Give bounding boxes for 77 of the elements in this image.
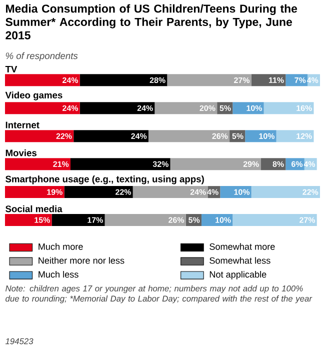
data-label: 8% (272, 161, 284, 167)
text: 194523 (5, 338, 34, 344)
data-label: 28% (150, 77, 166, 84)
data-label: 22% (116, 189, 132, 195)
legend-label: Somewhat less (210, 257, 270, 264)
bar (264, 102, 314, 114)
bar (5, 214, 52, 226)
legend-label: Much less (38, 270, 78, 278)
data-label: 22% (56, 133, 72, 139)
bar (5, 130, 74, 142)
data-label: 7% (294, 77, 306, 83)
y-tick-label: Internet (6, 122, 40, 128)
data-label: 32% (152, 161, 168, 167)
data-label: 19% (47, 189, 62, 195)
bar (167, 74, 252, 86)
bar (260, 158, 286, 170)
bar (52, 214, 105, 226)
bar (220, 186, 252, 198)
bar (5, 158, 70, 170)
bar (5, 186, 64, 198)
data-label: 26% (168, 217, 184, 223)
bar (170, 158, 261, 170)
chart-subtitle: % of respondents (6, 52, 78, 61)
data-label: 15% (34, 217, 50, 223)
bar (104, 214, 186, 226)
data-label: 5% (232, 133, 244, 139)
data-label: 24% (62, 105, 78, 111)
bar (64, 186, 133, 198)
bar (5, 74, 80, 86)
bar (70, 158, 170, 170)
y-tick-label: Smartphone usage (e.g., texting, using apps) (6, 176, 204, 184)
y-tick-label: Movies (6, 149, 37, 156)
data-label: 12% (296, 133, 312, 139)
data-label: 10% (246, 105, 262, 111)
data-label: 17% (88, 217, 103, 223)
bar (251, 74, 286, 86)
data-label: 16% (296, 105, 312, 111)
data-label: 11% (269, 77, 284, 83)
data-label: 10% (234, 189, 250, 195)
data-label: 24% (62, 77, 78, 83)
data-label: 21% (53, 161, 69, 167)
bar (148, 130, 230, 142)
data-label: 27% (300, 217, 316, 223)
bar (276, 130, 314, 142)
legend-label: Not applicable (210, 270, 266, 280)
bar (232, 102, 264, 114)
data-label: 10% (259, 133, 275, 139)
data-label: 22% (302, 189, 318, 195)
bar (154, 102, 218, 114)
data-label: 24% (137, 105, 153, 111)
data-label: 5% (220, 105, 231, 111)
y-tick-label: Video games (5, 92, 62, 100)
y-tick-label: TV (5, 66, 18, 72)
bar (80, 102, 155, 114)
bar (5, 102, 80, 114)
bar (132, 186, 208, 198)
data-label: 24% (131, 133, 147, 139)
data-label: 29% (243, 161, 259, 167)
data-label: 26% (212, 133, 228, 139)
data-label: 4% (207, 189, 218, 195)
legend-label: Neither more nor less (38, 257, 124, 264)
y-tick-label: Social media (6, 205, 62, 212)
bar (251, 186, 320, 198)
data-label: 6% (292, 161, 303, 167)
data-label: 20% (200, 105, 216, 111)
chart-title: Media Consumption of US Children/Teens During the Summer* According to Their Parents, by Type, June 2015 (6, 4, 298, 40)
text: Note: children ages 17 or younger at home; numbers may not add up to 100% due to rounding; *Memorial Day to Labor Day; compared with the rest of the year (6, 285, 312, 304)
data-label: 10% (216, 217, 231, 223)
data-label: 5% (188, 217, 200, 223)
legend-label: Somewhat more (210, 243, 275, 250)
bar (74, 130, 148, 142)
bar (232, 214, 317, 226)
bar (80, 74, 168, 86)
data-label: 24% (190, 189, 206, 195)
data-label: 27% (234, 77, 250, 83)
legend-label: Much more (38, 243, 83, 250)
bar (245, 130, 276, 142)
